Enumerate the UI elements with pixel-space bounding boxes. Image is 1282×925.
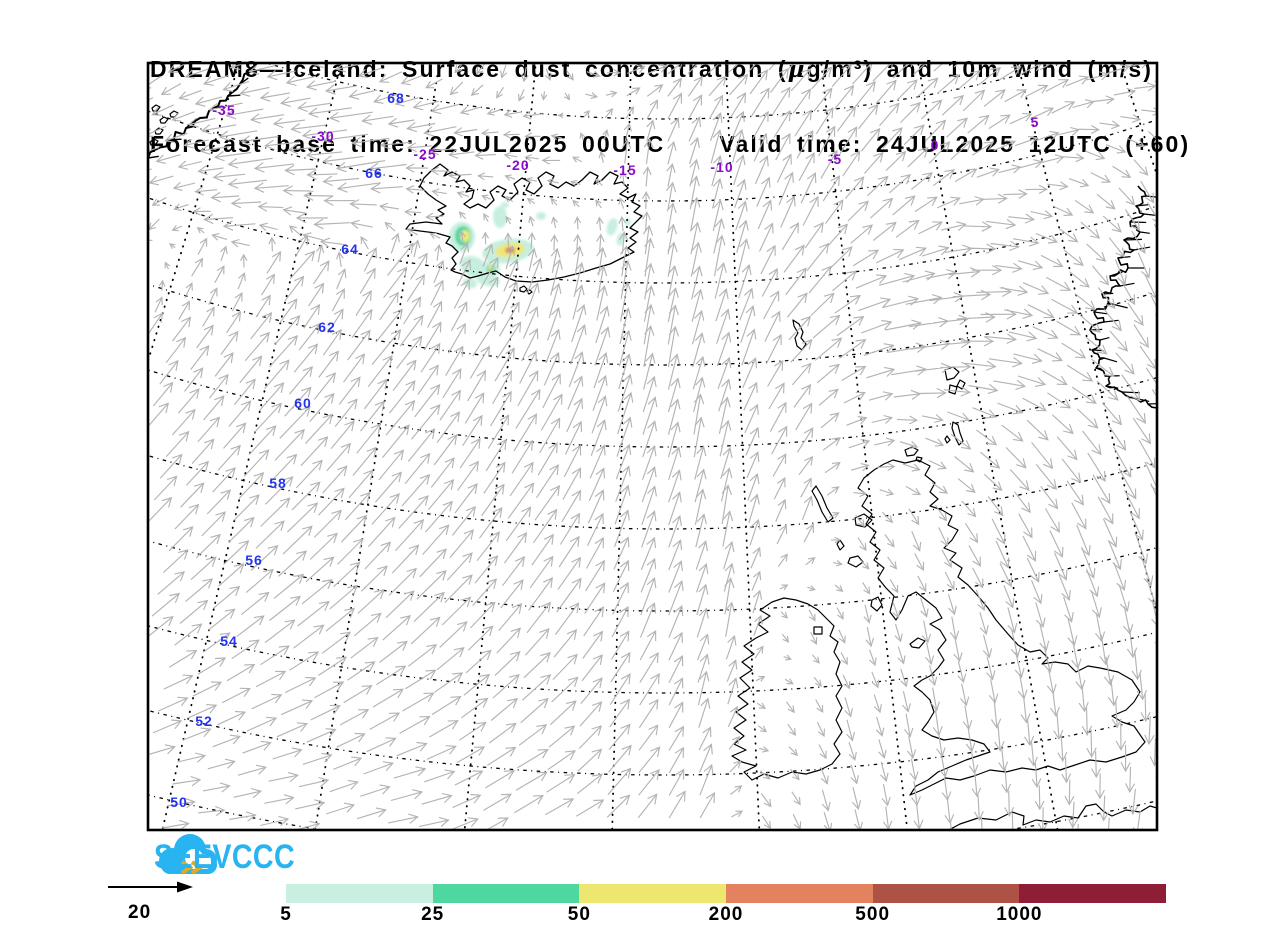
meridian-line bbox=[724, 63, 761, 830]
meridian-line bbox=[463, 63, 537, 830]
latitude-label: 60 bbox=[294, 395, 312, 411]
title-line1: DREAM8—Iceland: Surface dust concentrati… bbox=[150, 56, 1190, 83]
longitude-label: 5 bbox=[1030, 114, 1040, 130]
parallel-line bbox=[148, 110, 1157, 202]
dust-patch bbox=[536, 212, 546, 220]
longitude-label: -25 bbox=[413, 146, 437, 162]
coastline-norway-fjords bbox=[1089, 195, 1157, 405]
meridian-line bbox=[148, 63, 241, 365]
dust-patch bbox=[606, 218, 618, 236]
latitude-label: 64 bbox=[341, 241, 359, 257]
lough-neagh bbox=[813, 626, 823, 635]
longitude-label: 0 bbox=[930, 137, 940, 153]
longitude-label: -20 bbox=[506, 157, 530, 173]
parallel-line bbox=[148, 454, 1157, 530]
islet bbox=[159, 116, 169, 124]
parallel-line bbox=[148, 625, 1157, 694]
latitude-label: 54 bbox=[220, 633, 238, 649]
islet bbox=[149, 138, 159, 146]
meridian-line bbox=[314, 63, 441, 830]
colorbar-value: 50 bbox=[567, 904, 591, 925]
seevccc-cloud-icon bbox=[159, 834, 217, 875]
longitude-label: -35 bbox=[212, 102, 236, 118]
arrowhead-icon bbox=[177, 881, 193, 893]
latitude-label: 58 bbox=[269, 475, 287, 491]
latitude-label: 66 bbox=[365, 165, 383, 181]
colorbar-segment bbox=[1019, 884, 1167, 903]
wind-arrow-layer bbox=[148, 63, 1157, 830]
latitude-label: 68 bbox=[387, 90, 405, 106]
meridian-line bbox=[1119, 63, 1157, 179]
parallel-line bbox=[148, 369, 1157, 448]
longitude-label: -30 bbox=[311, 128, 335, 144]
coastline-isle-of-man bbox=[909, 637, 926, 649]
colorbar-value: 1000 bbox=[996, 904, 1043, 925]
parallel-line bbox=[148, 197, 1157, 284]
meridian-line bbox=[820, 63, 909, 830]
colorbar-value: 25 bbox=[421, 904, 445, 925]
colorbar-segment bbox=[872, 884, 1020, 903]
colorbar-segment bbox=[286, 884, 433, 903]
title-line1-pre: DREAM8—Iceland: Surface dust concentrati… bbox=[150, 56, 788, 82]
longitude-label: -5 bbox=[827, 151, 843, 167]
longitude-label: -10 bbox=[710, 159, 734, 175]
colorbar-segment bbox=[726, 884, 873, 903]
wind-arrow-heads bbox=[148, 63, 1157, 830]
islet bbox=[151, 104, 161, 112]
logo-text: SEEVCCC bbox=[154, 837, 296, 876]
wind-arrow-shafts bbox=[148, 63, 1157, 830]
seevccc-logo: SEEVCCC bbox=[148, 835, 322, 879]
parallel-line bbox=[148, 709, 1157, 776]
longitude-label: -15 bbox=[613, 162, 637, 178]
islet bbox=[154, 127, 164, 135]
wind-reference-arrow bbox=[108, 881, 193, 893]
dust-patch bbox=[501, 202, 509, 208]
dust-patch bbox=[625, 218, 631, 226]
latitude-label: 56 bbox=[245, 552, 263, 568]
parallel-line bbox=[263, 63, 1067, 120]
coastline-iceland bbox=[405, 163, 643, 283]
coastline-norway bbox=[1089, 185, 1157, 409]
latitude-label: 52 bbox=[195, 713, 213, 729]
colorbar-value: 200 bbox=[708, 904, 744, 925]
colorbar-value: 5 bbox=[280, 904, 292, 925]
colorbar-segment bbox=[432, 884, 580, 903]
wind-reference-value: 20 bbox=[128, 902, 152, 923]
latitude-label: 62 bbox=[318, 319, 336, 335]
coastline-shetland bbox=[944, 421, 964, 446]
meridian-line bbox=[611, 63, 632, 830]
parallel-line bbox=[148, 540, 1157, 612]
coastline-greenland bbox=[148, 63, 259, 159]
map-frame bbox=[146, 61, 1159, 832]
coastline-hebrides bbox=[811, 485, 883, 612]
latitude-label: 50 bbox=[170, 794, 188, 810]
dust-patch bbox=[493, 206, 507, 228]
meridian-line bbox=[917, 63, 1059, 830]
coastline-france bbox=[947, 803, 1157, 830]
coastline-jan-mayen bbox=[792, 319, 807, 351]
coastline-orkney bbox=[904, 446, 923, 463]
colorbar-segment bbox=[579, 884, 727, 903]
coastline-ireland bbox=[731, 597, 843, 781]
parallel-line bbox=[148, 283, 1157, 366]
colorbar-value: 500 bbox=[855, 904, 891, 925]
islet bbox=[169, 110, 179, 118]
dust-colorbar bbox=[286, 884, 1167, 903]
